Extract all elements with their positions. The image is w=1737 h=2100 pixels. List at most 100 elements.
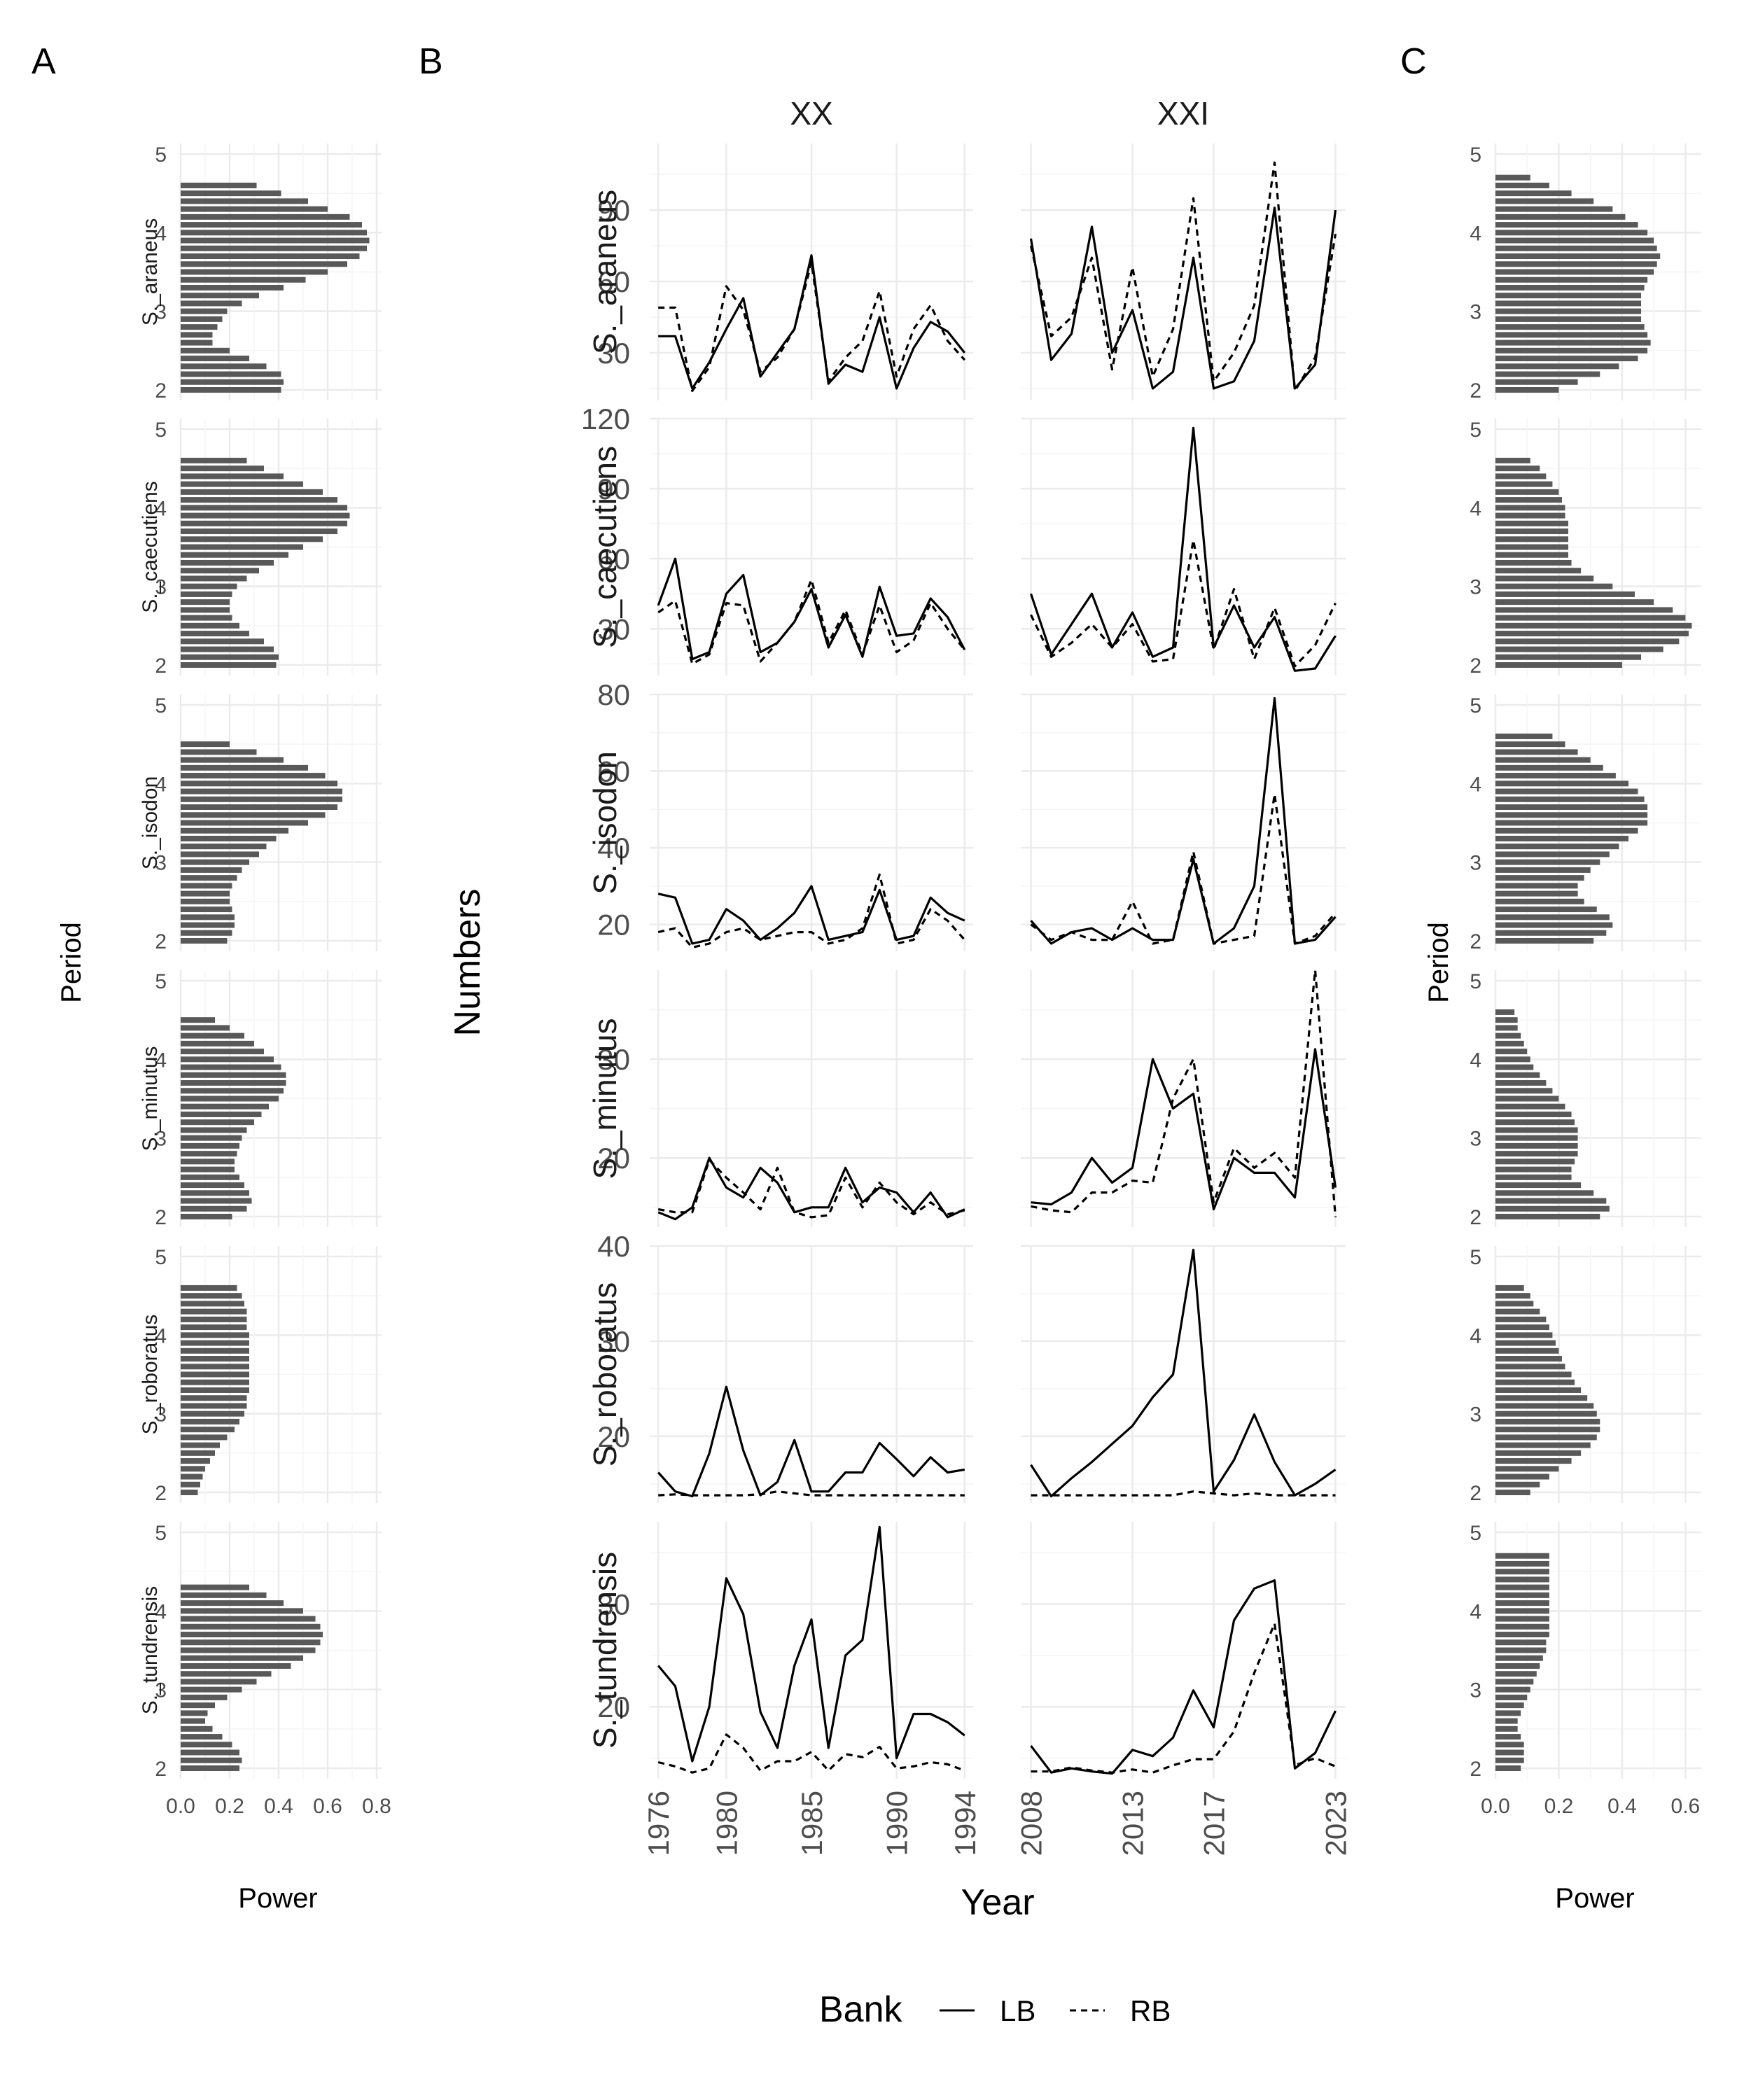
panel-c-bar	[1495, 1710, 1521, 1716]
panel-a-bar	[181, 544, 303, 550]
panel-a-species-label: S._caecutiens	[139, 481, 162, 612]
panel-b-y-tick-label: 20	[597, 1142, 630, 1175]
panel-b-series-line-rb-xx	[657, 873, 965, 949]
panel-b-y-tick-label: 30	[597, 612, 630, 645]
panel-c-bar	[1495, 1127, 1578, 1133]
panel-c-bar	[1495, 363, 1619, 370]
panel-c-bar	[1495, 520, 1569, 526]
panel-c-bar	[1495, 1080, 1547, 1086]
panel-a-bar	[181, 1049, 264, 1055]
panel-b-series-line-rb-xx	[658, 261, 965, 393]
panel-a-bar	[181, 1080, 286, 1086]
panel-b-x-tick-label: 1985	[795, 1791, 828, 1856]
panel-a-bar	[181, 867, 242, 873]
panel-a-bar	[181, 1040, 254, 1046]
panel-a-bar	[181, 1702, 215, 1709]
panel-b-series-line-lb-xx	[657, 557, 966, 661]
panel-c-bar	[1495, 300, 1642, 307]
panel-a-bar	[181, 796, 342, 802]
panel-a-bar	[181, 757, 284, 763]
panel-a-bar	[181, 237, 370, 244]
panel-c-bar	[1495, 867, 1591, 873]
panel-a-y-tick-label: 3	[155, 1404, 167, 1427]
panel-a-y-tick-label: 2	[155, 1758, 167, 1781]
panel-c-bar	[1495, 1726, 1518, 1732]
panel-c-bar	[1495, 473, 1547, 479]
panel-b-y-tick-label: 90	[597, 472, 630, 505]
text-layer: A B C Power Period Year Numbers XX XXI P…	[32, 41, 1700, 1923]
panel-c-bar	[1495, 1749, 1524, 1756]
panel-a-bar	[181, 812, 326, 818]
panel-a-y-tick-label: 4	[155, 222, 167, 245]
panel-a-bar	[181, 914, 235, 920]
panel-b-series-line-rb-xxi	[1031, 1622, 1337, 1774]
panel-c-bar	[1495, 1686, 1530, 1693]
panel-c-bar	[1495, 844, 1619, 850]
panel-c-bar	[1495, 481, 1553, 487]
panel-c-bar	[1495, 773, 1616, 779]
panel-a-bar	[181, 371, 281, 377]
panel-c-bar	[1495, 332, 1648, 338]
panel-a-y-tick-label: 5	[155, 144, 167, 167]
panel-a-bar	[181, 568, 259, 574]
panel-a-bar	[181, 512, 350, 519]
panel-a-species-label: S._isodon	[139, 776, 162, 869]
panel-c-bar	[1495, 1427, 1600, 1433]
panel-c-bar	[1495, 1056, 1530, 1063]
panel-c-bar	[1495, 190, 1572, 197]
panel-c-bar	[1495, 1072, 1540, 1078]
panel-a-x-axis-title: Power	[238, 1883, 317, 1914]
panel-c-bar	[1495, 293, 1642, 299]
panel-a-y-tick-label: 5	[155, 419, 167, 442]
panel-c-bar	[1495, 465, 1540, 472]
panel-c-y-tick-label: 2	[1470, 930, 1481, 953]
panel-c-bar	[1495, 1049, 1528, 1055]
panel-b-x-tick-label: 2013	[1117, 1791, 1150, 1856]
panel-c-y-tick-label: 2	[1470, 1758, 1481, 1781]
panel-a-bar	[181, 253, 360, 260]
panel-label-c: C	[1400, 41, 1427, 82]
panel-a-bar	[181, 1127, 247, 1133]
panel-c-bar	[1495, 497, 1562, 503]
panel-a-bar	[181, 890, 230, 897]
panel-a-y-tick-label: 5	[155, 1522, 167, 1545]
panel-c-bar	[1495, 749, 1578, 755]
panel-a-bar	[181, 1410, 244, 1417]
panel-b-y-tick-label: 40	[597, 1230, 630, 1263]
panel-a-bar	[181, 1458, 210, 1464]
panel-c-bar	[1495, 1284, 1524, 1291]
panel-c-bar	[1495, 1403, 1594, 1409]
panel-c-bar	[1495, 922, 1613, 928]
panel-b-series-line-rb-xx	[657, 578, 966, 665]
panel-c-bar	[1495, 820, 1648, 826]
panel-a-bar	[181, 1600, 284, 1606]
panel-c-bar	[1495, 851, 1610, 858]
panel-a-bar	[181, 552, 288, 558]
panel-a-bar	[181, 1142, 239, 1149]
panel-c-bar	[1495, 1418, 1600, 1424]
panel-a-bar	[181, 1742, 232, 1748]
panel-c-bar	[1495, 1481, 1540, 1488]
panel-c-bar	[1495, 1119, 1575, 1126]
panel-a-bar	[181, 473, 284, 479]
panel-a-bar	[181, 1490, 198, 1495]
panel-b-series-line-lb-xxi	[1029, 426, 1337, 672]
panel-c-bar	[1495, 1064, 1534, 1070]
panel-a-y-tick-label: 2	[155, 1206, 167, 1229]
panel-c-bar	[1495, 1151, 1578, 1157]
legend-label-lb: LB	[1000, 1994, 1035, 2027]
panel-a-bar	[181, 1616, 316, 1622]
panel-a-bar	[181, 261, 347, 267]
panel-c-bar	[1495, 654, 1642, 660]
panel-b-y-tick-label: 60	[597, 755, 630, 788]
panel-b-y-tick-label: 80	[597, 678, 630, 711]
panel-c-bar	[1495, 1158, 1575, 1165]
panel-b-facet-strip-xxi: XXI	[1157, 95, 1209, 132]
panel-a-bar	[181, 1340, 249, 1346]
panel-a-y-tick-label: 2	[155, 379, 167, 402]
panel-a-bar	[181, 1442, 220, 1448]
panel-c-bar	[1495, 347, 1648, 354]
panel-a-bar	[181, 622, 239, 629]
panel-c-bar	[1495, 1371, 1572, 1378]
panel-c-bar	[1495, 1301, 1534, 1307]
